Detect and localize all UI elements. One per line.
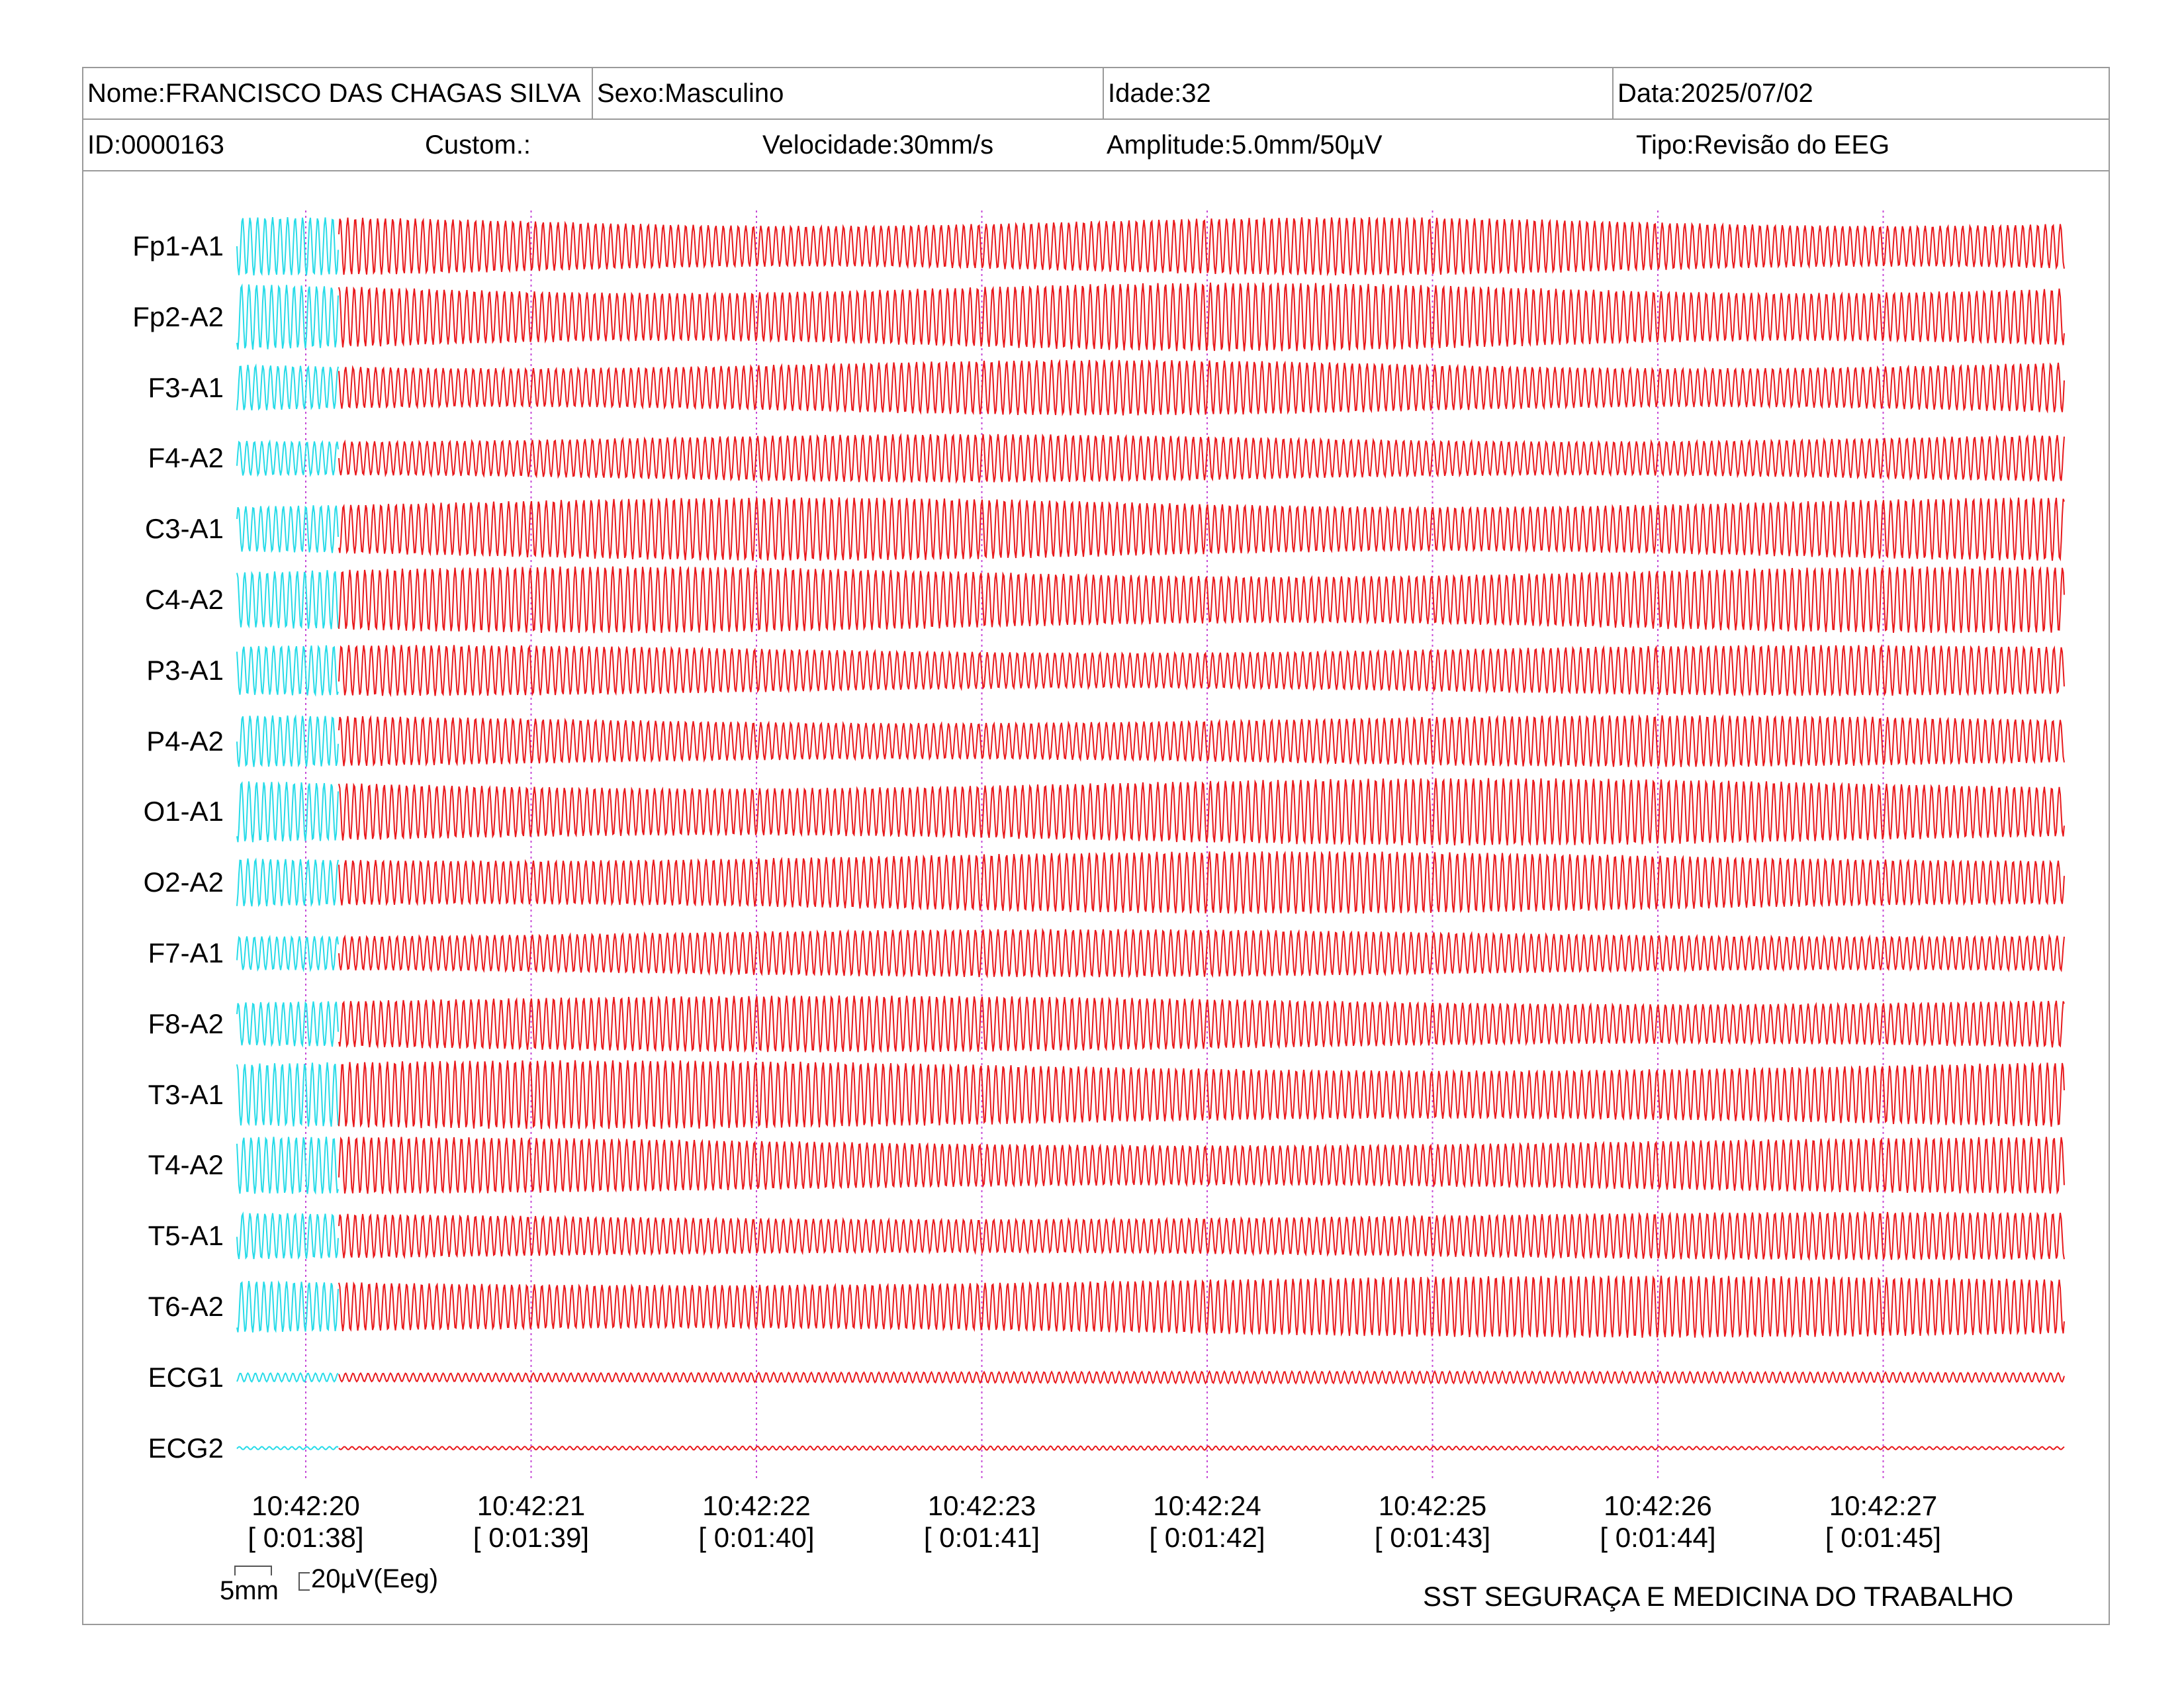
amp-scale-bar (298, 1572, 310, 1591)
amplitude-setting: Amplitude:5.0mm/50µV (1107, 130, 1383, 160)
time-scale-bar (234, 1566, 272, 1575)
trace-highlight-f3-a1 (236, 363, 339, 411)
elapsed-tick-label: [ 0:01:40] (698, 1522, 815, 1553)
trace-highlight-ecg1 (236, 1372, 339, 1383)
trace-highlight-ecg2 (236, 1446, 339, 1450)
trace-t3-a1 (338, 1060, 2065, 1130)
trace-highlight-t3-a1 (236, 1062, 339, 1127)
time-tick-label: 10:42:22 (702, 1490, 811, 1521)
elapsed-tick-label: [ 0:01:42] (1149, 1522, 1265, 1553)
time-tick-label: 10:42:23 (927, 1490, 1036, 1521)
trace-highlight-p4-a2 (236, 714, 339, 768)
exam-date: Data:2025/07/02 (1612, 68, 2109, 118)
time-tick-label: 10:42:26 (1604, 1490, 1712, 1521)
channel-label: F4-A2 (148, 442, 224, 474)
channel-label: Fp1-A1 (132, 230, 224, 261)
patient-name: Nome:FRANCISCO DAS CHAGAS SILVA (83, 68, 593, 118)
patient-sex: Sexo:Masculino (597, 79, 784, 108)
trace-f8-a2 (338, 995, 2065, 1053)
trace-highlight-c4-a2 (236, 570, 339, 630)
review-type: Tipo:Revisão do EEG (1636, 130, 1890, 160)
channel-label: P4-A2 (146, 725, 224, 757)
channel-label: F3-A1 (148, 371, 224, 403)
trace-f7-a1 (338, 927, 2065, 978)
channel-label: F8-A2 (148, 1008, 224, 1039)
trace-o1-a1 (338, 778, 2065, 847)
time-tick-label: 10:42:21 (477, 1490, 586, 1521)
trace-c4-a2 (338, 566, 2065, 633)
channel-label: Fp2-A2 (132, 301, 224, 332)
custom-field: Custom.: (425, 130, 531, 160)
elapsed-tick-label: [ 0:01:38] (248, 1522, 364, 1553)
trace-p4-a2 (338, 714, 2065, 768)
trace-highlight-f4-a2 (236, 439, 339, 477)
trace-c3-a1 (338, 496, 2065, 562)
trace-highlight-p3-a1 (236, 644, 339, 697)
trace-highlight-o2-a2 (236, 857, 339, 908)
channel-label: T6-A2 (148, 1291, 224, 1322)
channel-label: T4-A2 (148, 1149, 224, 1181)
channel-label: T3-A1 (148, 1078, 224, 1110)
channel-label: O1-A1 (143, 796, 224, 827)
elapsed-tick-label: [ 0:01:41] (923, 1522, 1040, 1553)
speed-setting: Velocidade:30mm/s (762, 130, 994, 160)
trace-highlight-c3-a1 (236, 505, 339, 553)
footer-organization: SST SEGURAÇA E MEDICINA DO TRABALHO (1423, 1581, 2014, 1612)
channel-label: ECG1 (148, 1361, 224, 1393)
amplitude-scale-label: 20µV(Eeg) (311, 1564, 439, 1593)
trace-highlight-t5-a1 (236, 1211, 339, 1260)
time-tick-label: 10:42:24 (1153, 1490, 1261, 1521)
trace-fp1-a1 (338, 216, 2065, 277)
trace-highlight-o1-a1 (236, 781, 339, 843)
trace-highlight-f7-a1 (236, 935, 339, 972)
trace-highlight-fp2-a2 (236, 283, 339, 350)
channel-label: T5-A1 (148, 1220, 224, 1252)
elapsed-tick-label: [ 0:01:43] (1374, 1522, 1491, 1553)
eeg-report-sheet: Nome:FRANCISCO DAS CHAGAS SILVA Sexo:Mas… (82, 67, 2110, 1625)
trace-t5-a1 (338, 1210, 2065, 1262)
trace-highlight-fp1-a1 (236, 216, 339, 276)
trace-p3-a1 (338, 644, 2065, 698)
patient-id: ID:0000163 (87, 130, 224, 160)
channel-label: ECG2 (148, 1432, 224, 1464)
trace-fp2-a2 (338, 282, 2065, 352)
header-row-patient: Nome:FRANCISCO DAS CHAGAS SILVA Sexo:Mas… (83, 68, 2109, 120)
trace-t4-a2 (338, 1136, 2065, 1195)
elapsed-tick-label: [ 0:01:45] (1825, 1522, 1942, 1553)
time-scale-label: 5mm (220, 1576, 279, 1605)
time-tick-label: 10:42:20 (251, 1490, 360, 1521)
elapsed-tick-label: [ 0:01:39] (473, 1522, 590, 1553)
trace-highlight-f8-a2 (236, 1001, 339, 1048)
channel-label: P3-A1 (146, 654, 224, 686)
trace-f4-a2 (338, 433, 2065, 484)
trace-f3-a1 (338, 359, 2065, 417)
header-row-settings: ID:0000163 Custom.: Velocidade:30mm/s Am… (83, 120, 2109, 171)
trace-o2-a2 (338, 851, 2065, 915)
channel-label: O2-A2 (143, 867, 224, 898)
channel-label: C3-A1 (144, 513, 224, 545)
trace-t6-a2 (338, 1275, 2065, 1338)
trace-highlight-t4-a2 (236, 1136, 339, 1195)
trace-highlight-t6-a2 (236, 1280, 339, 1333)
channel-label: C4-A2 (144, 584, 224, 615)
patient-age: Idade:32 (1103, 68, 1612, 118)
time-tick-label: 10:42:27 (1829, 1490, 1938, 1521)
elapsed-tick-label: [ 0:01:44] (1600, 1522, 1716, 1553)
trace-ecg2 (338, 1445, 2065, 1451)
trace-ecg1 (338, 1370, 2065, 1385)
time-tick-label: 10:42:25 (1378, 1490, 1487, 1521)
channel-label: F7-A1 (148, 937, 224, 968)
